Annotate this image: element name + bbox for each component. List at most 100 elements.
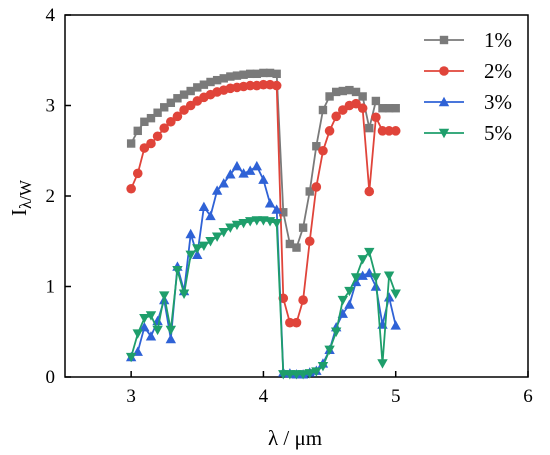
data-point [272,69,281,79]
data-point [258,79,269,90]
legend-marker [438,128,450,139]
data-point [185,250,196,261]
data-point [298,223,308,232]
data-point [198,241,210,251]
data-point [140,117,149,126]
data-point [285,317,295,328]
data-point [284,370,296,380]
data-point [166,116,176,127]
data-point [139,322,150,332]
data-point [391,104,400,113]
data-point [145,311,157,321]
data-point [193,83,202,92]
data-point [338,86,347,96]
data-point [390,320,401,330]
y-tick-label: 2 [46,186,56,207]
data-point [357,103,368,114]
data-point [370,273,382,283]
data-point [264,198,276,208]
x-axis-label: λ / μm [268,426,322,450]
data-point [160,103,169,112]
data-point [383,271,395,281]
legend-label: 5% [484,121,512,145]
data-point [278,370,289,380]
data-point [279,208,288,217]
data-point [126,183,136,194]
data-point [173,94,182,103]
data-point [304,369,315,379]
x-tick-label: 5 [391,386,401,407]
data-point [330,327,342,337]
data-point [198,201,210,212]
data-point [172,111,183,122]
legend: 1% 2% 3% 5% [424,28,512,145]
data-point [199,80,209,89]
data-point [192,244,203,254]
series-1pct [126,68,400,252]
series-5pct [125,216,401,380]
data-point [271,80,282,91]
data-point [231,220,243,231]
data-point [186,86,195,96]
legend-label: 2% [484,59,512,83]
legend-label: 3% [484,90,512,114]
data-point [318,105,328,115]
data-point [311,367,322,377]
data-point [165,325,177,336]
data-point [172,266,183,276]
data-point [152,131,163,142]
y-tick-label: 0 [46,367,56,388]
data-point [312,142,321,151]
data-point [297,370,309,380]
data-point [245,80,255,91]
data-point [324,126,335,136]
data-point [245,165,256,175]
data-point [271,204,282,214]
series-2pct [126,79,401,328]
data-point [159,291,170,301]
data-point [238,168,249,178]
legend-label: 1% [484,28,512,52]
data-point [252,69,262,79]
data-point [239,70,248,79]
data-point [165,333,177,344]
data-point [377,126,388,136]
data-point [291,317,302,328]
data-point [331,111,341,122]
data-point [212,75,222,85]
legend-marker [439,35,449,45]
data-point [238,218,249,229]
x-tick-label: 3 [126,386,136,407]
data-point [271,218,282,229]
legend-item: 5% [424,121,512,145]
data-point [225,169,236,179]
data-point [337,295,348,306]
data-point [153,108,162,117]
data-point [378,104,387,113]
data-point [291,370,302,380]
data-point [377,359,388,369]
series-3pct [125,160,401,379]
data-point [179,90,189,99]
data-point [178,289,190,299]
data-point [166,98,176,107]
data-point [305,187,314,196]
data-point [365,123,374,133]
data-point [318,145,328,156]
data-point [324,345,335,356]
data-point [226,72,235,81]
data-point [351,87,361,97]
data-point [364,247,375,258]
data-point [345,85,354,95]
data-point [219,74,228,83]
data-point [383,292,395,302]
data-point [317,361,329,372]
data-point [265,68,275,78]
data-point [185,228,196,239]
y-tick-label: 3 [46,96,56,117]
data-point [358,92,367,101]
data-point [232,71,242,80]
data-point [206,77,215,87]
data-point [331,87,341,97]
